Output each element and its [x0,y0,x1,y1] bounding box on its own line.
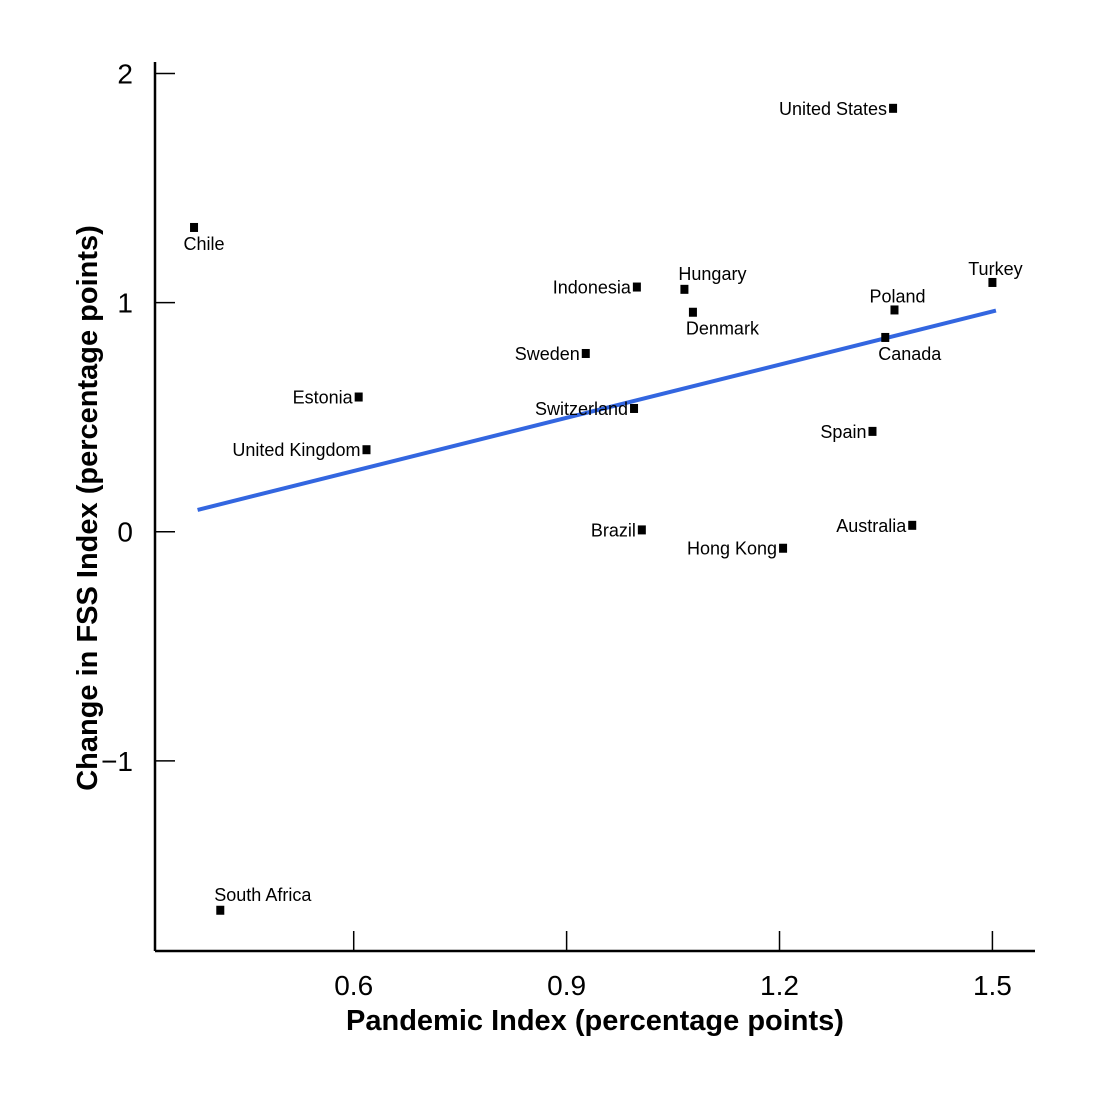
data-point-label: United States [779,99,887,119]
axes [153,62,1035,953]
data-point [354,392,363,402]
data-point [908,520,917,530]
x-tick-label: 0.9 [547,970,586,1001]
data-point [688,307,697,317]
data-point-label: Hungary [678,264,746,284]
data-point-label: Chile [184,234,225,254]
data-point-label: South Africa [214,885,312,905]
trendline-group [197,308,997,512]
data-point [362,445,371,455]
data-point [881,332,890,342]
data-point [632,282,641,292]
trend-line [197,308,997,512]
data-point-label: Denmark [686,319,760,339]
data-point [680,284,689,294]
data-point [889,103,898,113]
x-tick-label: 0.6 [334,970,373,1001]
data-point [581,348,590,358]
data-point-label: Switzerland [535,399,628,419]
data-point-label: Indonesia [553,278,632,298]
data-point [630,403,639,413]
data-point [868,426,877,436]
data-point [190,222,199,232]
data-point-label: Brazil [591,520,636,540]
x-ticks: 0.6 0.9 1.2 1.5 [334,931,1012,1001]
data-point-label: Spain [820,422,866,442]
x-axis-title: Pandemic Index (percentage points) [346,1005,844,1037]
data-point-label: Estonia [293,388,354,408]
data-point-label: United Kingdom [232,440,360,460]
data-point-label: Australia [836,516,907,536]
y-tick-label: 1 [117,288,133,319]
y-tick-label: −1 [101,746,133,777]
x-tick-label: 1.5 [973,970,1012,1001]
data-point [890,305,899,315]
data-point [779,543,788,553]
data-point-label: Turkey [968,259,1022,279]
y-axis-title: Change in FSS Index (percentage points) [72,225,104,791]
y-ticks: 2 1 0 −1 [101,58,175,777]
data-point-label: Poland [869,286,925,306]
data-point [637,525,646,535]
data-point-label: Sweden [515,344,580,364]
data-point [216,905,225,915]
y-tick-label: 0 [117,517,133,548]
x-tick-label: 1.2 [760,970,799,1001]
data-point-label: Canada [878,344,942,364]
data-points: United States Chile Turkey Indonesia Hungary… [184,99,1023,915]
y-tick-label: 2 [117,58,133,89]
data-point [988,277,997,287]
data-point-label: Hong Kong [687,539,777,559]
